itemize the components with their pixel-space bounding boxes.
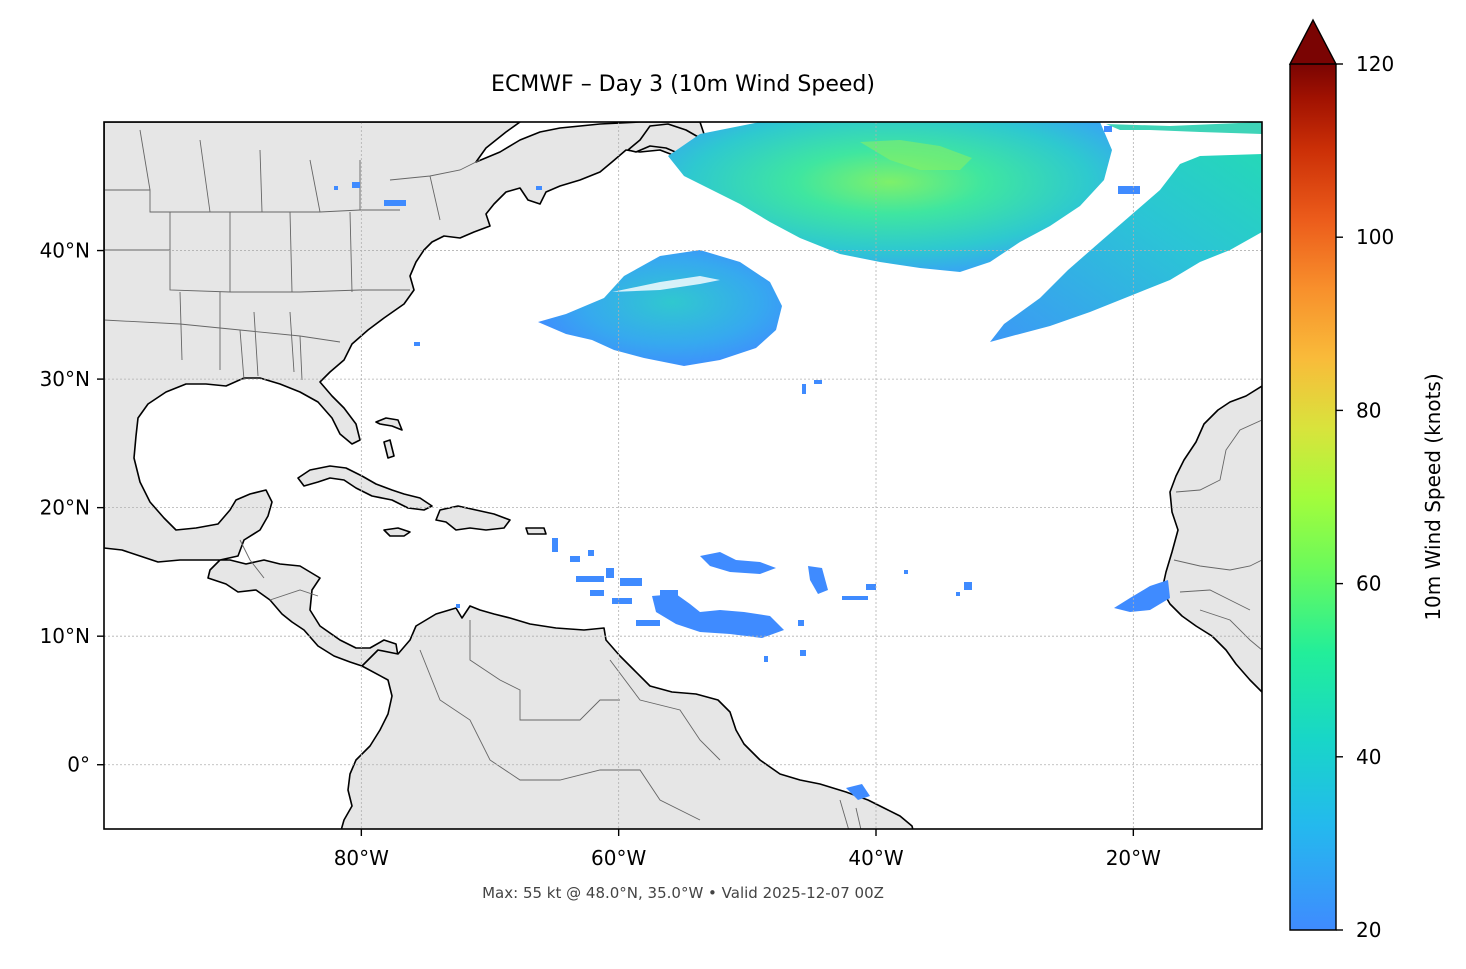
jamaica-land	[383, 527, 411, 537]
gridlines	[104, 122, 1262, 829]
colorbar-extend-arrow	[1288, 18, 1338, 65]
wind-area-trade-patch-5	[846, 784, 870, 800]
colorbar-tick-label: 100	[1356, 225, 1394, 249]
wind-area-northeast-far	[1106, 122, 1262, 134]
colorbar: 20 40 60 80 100 120 10m Wind Speed (knots)	[1288, 18, 1445, 942]
colorbar-frame	[1289, 64, 1337, 931]
wind-area-trade-patch-4	[808, 566, 828, 594]
colorbar-tick-label: 60	[1356, 572, 1381, 596]
wind-area-north-atlantic-jet	[668, 122, 1112, 272]
lon-tick-label: 20°W	[1106, 846, 1161, 870]
map-content	[104, 122, 1262, 829]
wind-area-northeast-band	[990, 154, 1262, 342]
wind-area-scattered-specks	[334, 126, 1140, 662]
map-frame	[103, 121, 1263, 830]
wind-area-jet-core	[860, 140, 972, 170]
colorbar-ticks: 20 40 60 80 100 120	[1336, 52, 1394, 942]
wind-area-trade-patch-1	[652, 594, 784, 638]
bahamas-land	[375, 417, 403, 459]
map-axis-ticks: 40°N 30°N 20°N 10°N 0° 80°W 60°W 40°W 20°W	[40, 239, 1162, 870]
puerto-rico-land	[525, 527, 547, 535]
south-america-land	[340, 605, 914, 829]
colorbar-gradient	[1290, 64, 1336, 930]
lat-tick-label: 0°	[67, 753, 90, 777]
hispaniola-land	[435, 505, 511, 531]
colorbar-label: 10m Wind Speed (knots)	[1421, 373, 1445, 620]
map-title: ECMWF – Day 3 (10m Wind Speed)	[491, 72, 875, 97]
borders-layer	[104, 129, 1262, 829]
colorbar-tick-label: 120	[1356, 52, 1394, 76]
wind-area-trade-patch-2	[700, 552, 776, 574]
wind-layer	[334, 122, 1262, 800]
africa-land	[1161, 385, 1262, 693]
wind-area-central-atlantic-low	[538, 250, 782, 366]
cuba-land	[297, 465, 433, 511]
lon-tick-label: 40°W	[848, 846, 903, 870]
lat-tick-label: 30°N	[40, 367, 90, 391]
north-america-land	[104, 122, 707, 667]
lat-tick-label: 10°N	[40, 624, 90, 648]
lon-tick-label: 60°W	[591, 846, 646, 870]
lon-tick-label: 80°W	[334, 846, 389, 870]
lat-tick-label: 40°N	[40, 239, 90, 263]
colorbar-tick-label: 40	[1356, 745, 1381, 769]
colorbar-tick-label: 20	[1356, 918, 1381, 942]
wind-core-streak	[612, 276, 720, 292]
wind-area-trade-patch-3	[1114, 580, 1170, 612]
lat-tick-label: 20°N	[40, 496, 90, 520]
colorbar-tick-label: 80	[1356, 398, 1381, 422]
land-layer	[104, 122, 1262, 829]
map-footer: Max: 55 kt @ 48.0°N, 35.0°W • Valid 2025…	[482, 884, 884, 902]
